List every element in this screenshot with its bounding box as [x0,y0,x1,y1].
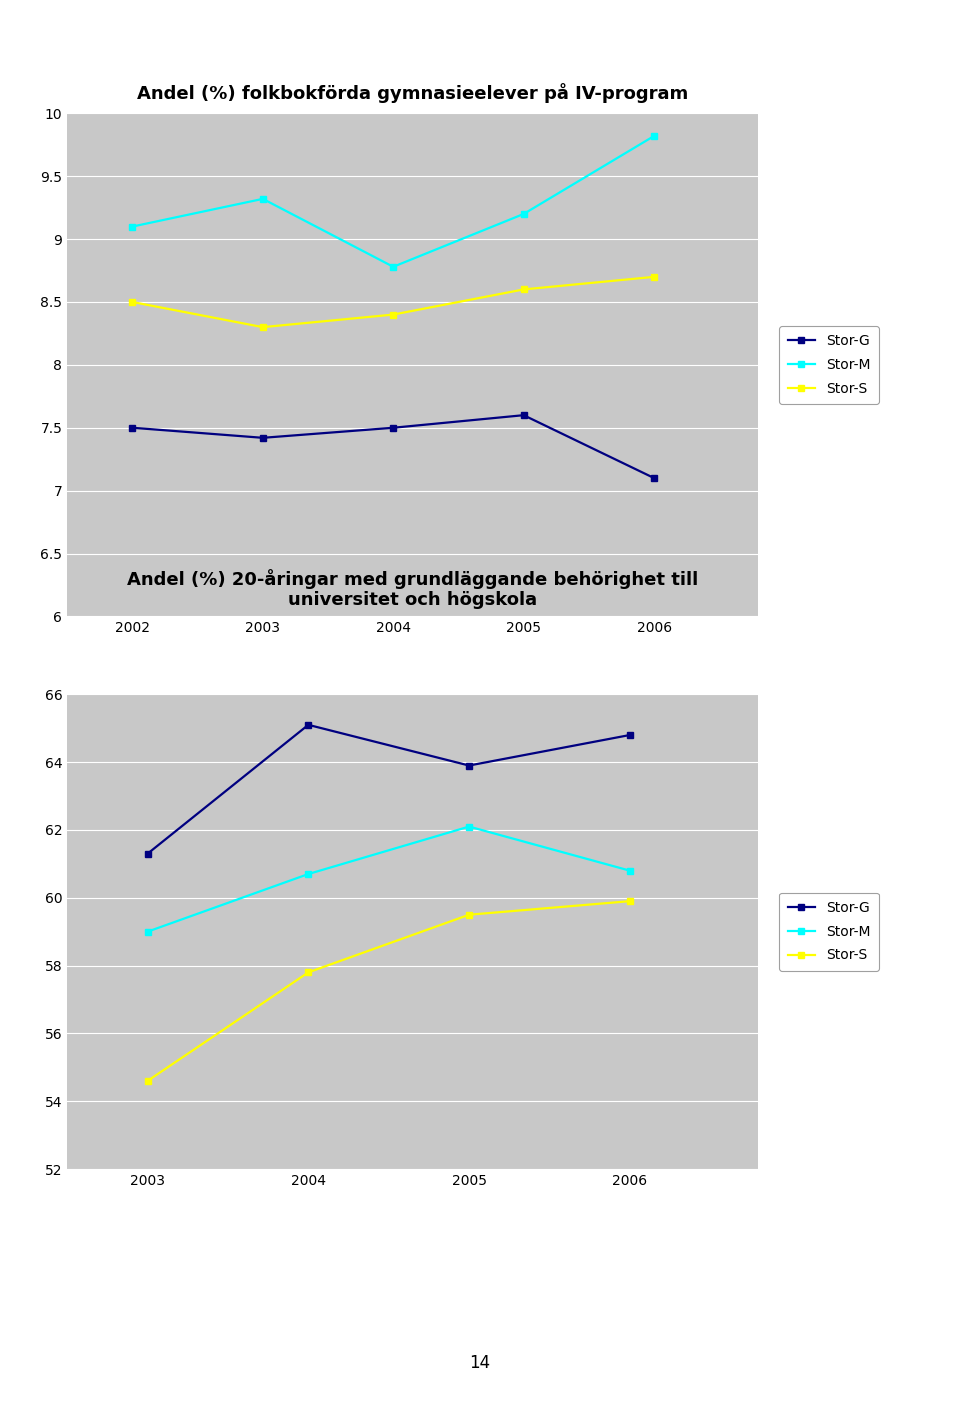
Stor-M [648,128,660,145]
Stor-M [127,218,138,235]
Stor-S [464,907,475,924]
Stor-S [624,893,636,910]
Stor-G [648,469,660,486]
Line: Stor-G: Stor-G [145,723,633,856]
Stor-M [302,866,314,883]
Stor-M [624,862,636,879]
Title: Andel (%) folkbokförda gymnasieelever på IV-program: Andel (%) folkbokförda gymnasieelever på… [137,84,688,103]
Stor-M [517,205,529,222]
Stor-G [127,419,138,436]
Stor-S [648,268,660,285]
Stor-M [142,922,154,939]
Stor-M [388,258,399,275]
Stor-G [142,845,154,862]
Line: Stor-M: Stor-M [130,133,657,269]
Stor-G [257,429,269,446]
Text: 14: 14 [469,1355,491,1372]
Stor-S [302,964,314,981]
Line: Stor-S: Stor-S [130,273,657,330]
Stor-G [517,407,529,424]
Line: Stor-G: Stor-G [130,412,657,480]
Stor-G [624,727,636,744]
Legend: Stor-G, Stor-M, Stor-S: Stor-G, Stor-M, Stor-S [780,326,879,404]
Legend: Stor-G, Stor-M, Stor-S: Stor-G, Stor-M, Stor-S [780,893,879,971]
Line: Stor-M: Stor-M [145,823,633,934]
Text: Andel (%) 20-åringar med grundläggande behörighet till
universitet och högskola: Andel (%) 20-åringar med grundläggande b… [127,568,699,609]
Stor-G [464,757,475,774]
Stor-S [257,319,269,336]
Stor-S [388,306,399,323]
Stor-M [257,190,269,207]
Stor-S [517,281,529,298]
Stor-S [142,1073,154,1090]
Stor-G [302,717,314,734]
Stor-S [127,293,138,310]
Stor-M [464,818,475,835]
Line: Stor-S: Stor-S [145,898,633,1084]
Stor-G [388,419,399,436]
